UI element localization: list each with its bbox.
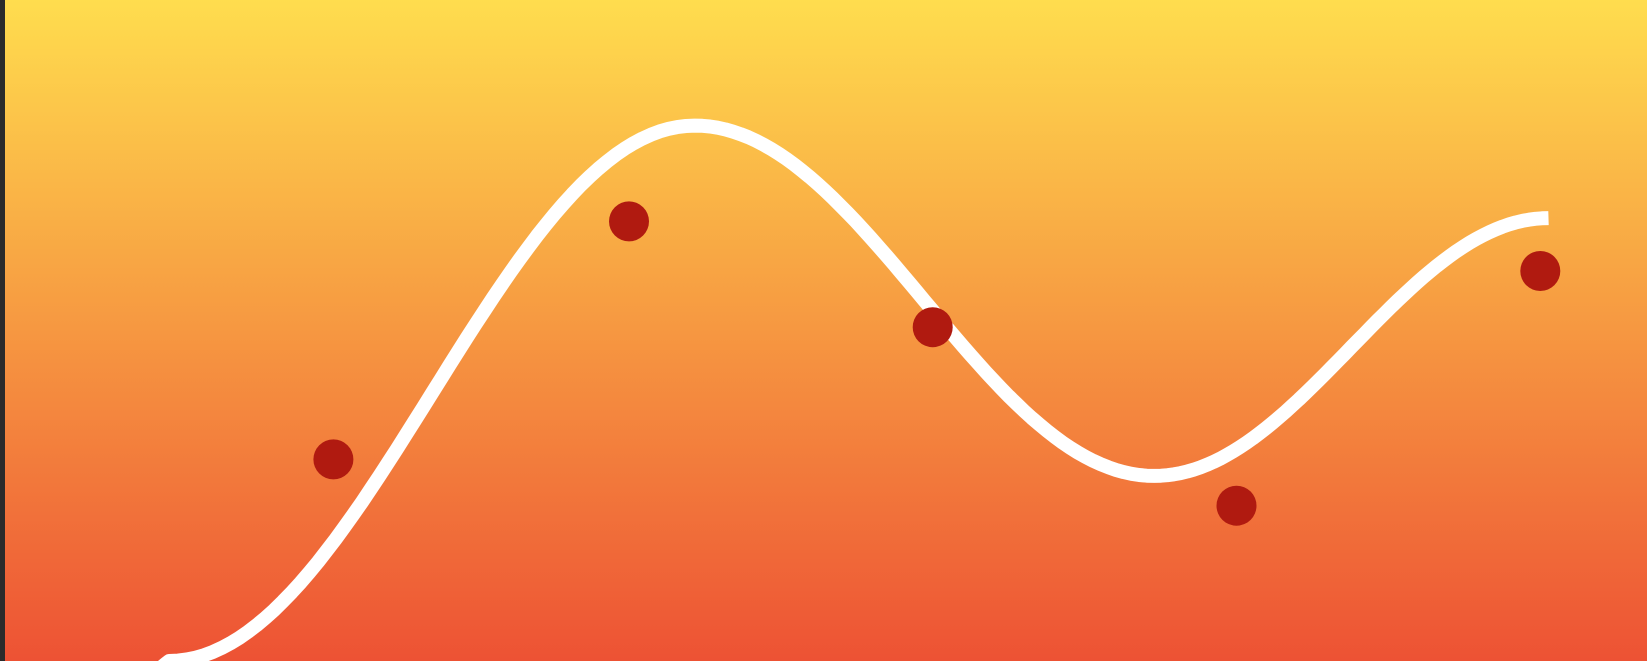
points-layer xyxy=(313,201,1561,526)
curve-line xyxy=(158,118,1549,661)
chart-frame xyxy=(5,0,1647,661)
curve-layer xyxy=(158,118,1549,661)
data-point xyxy=(1520,251,1561,291)
chart-background xyxy=(5,0,1647,661)
data-point xyxy=(313,439,354,480)
data-point xyxy=(609,201,649,242)
chart-svg xyxy=(5,0,1647,661)
data-point xyxy=(1216,485,1257,526)
data-point xyxy=(912,307,953,348)
